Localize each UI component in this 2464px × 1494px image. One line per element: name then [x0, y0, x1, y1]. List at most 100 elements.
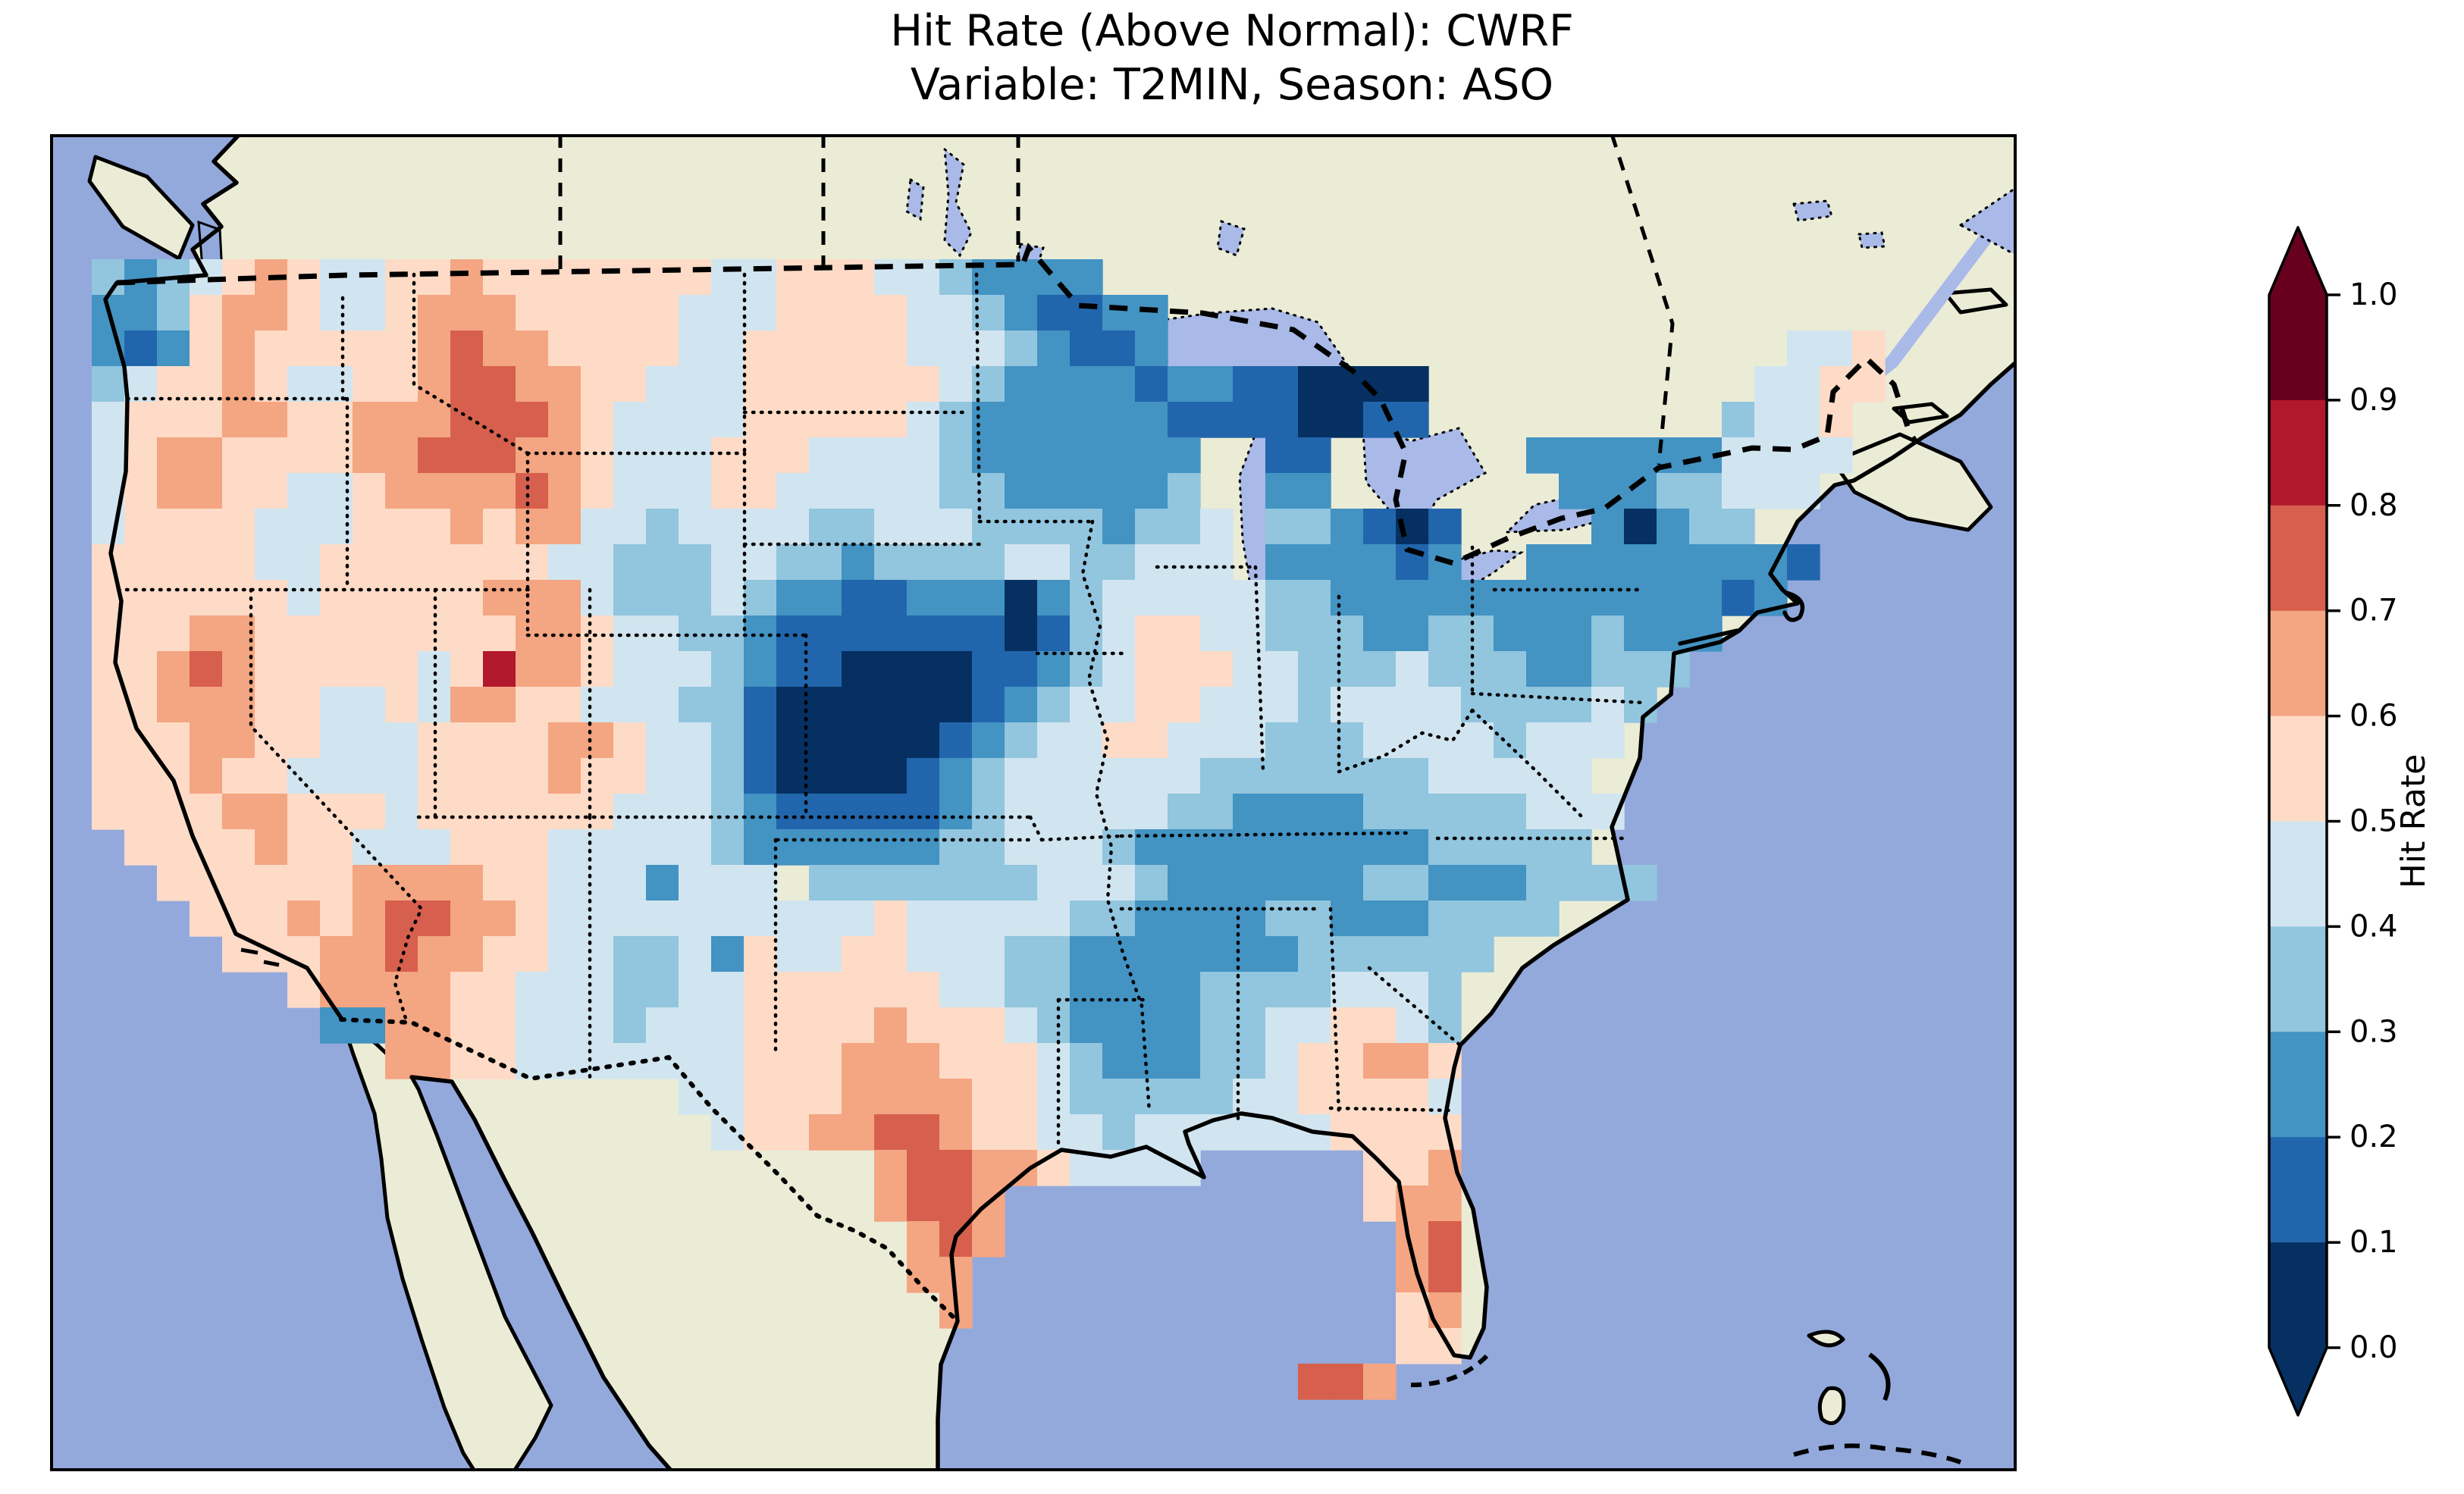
- hit-rate-cell: [353, 615, 386, 652]
- hit-rate-cell: [124, 651, 158, 687]
- hit-rate-cell: [776, 509, 810, 545]
- hit-rate-cell: [679, 437, 712, 474]
- hit-rate-cell: [1135, 437, 1168, 474]
- hit-rate-cell: [1331, 865, 1364, 901]
- lake-manitoba: [905, 177, 925, 221]
- hit-rate-cell: [385, 402, 419, 438]
- hit-rate-cell: [1396, 687, 1429, 723]
- hit-rate-cell: [842, 509, 875, 545]
- hit-rate-cell: [255, 794, 288, 830]
- hit-rate-cell: [1070, 1007, 1103, 1044]
- colorbar-tick-label: 0.5: [2350, 804, 2398, 839]
- colorbar-tick-label: 0.2: [2350, 1120, 2398, 1154]
- hit-rate-cell: [1168, 687, 1201, 723]
- hit-rate-cell: [385, 437, 419, 474]
- hit-rate-cell: [1200, 722, 1234, 759]
- hit-rate-cell: [744, 295, 777, 331]
- hit-rate-cell: [190, 509, 223, 545]
- hit-rate-cell: [1396, 651, 1429, 687]
- hit-rate-cell: [1396, 1328, 1429, 1364]
- hit-rate-cell: [255, 758, 288, 794]
- hit-rate-cell: [548, 865, 582, 901]
- colorbar-tick-label: 0.7: [2350, 594, 2398, 628]
- hit-rate-cell: [450, 900, 484, 937]
- hit-rate-cell: [157, 580, 190, 616]
- hit-rate-cell: [809, 900, 842, 937]
- hit-rate-cell: [483, 794, 516, 830]
- hit-rate-cell: [1070, 900, 1103, 937]
- hit-rate-cell: [1005, 1043, 1038, 1079]
- hit-rate-cell: [157, 544, 190, 581]
- hit-rate-cell: [581, 972, 614, 1008]
- hit-rate-cell: [613, 687, 647, 723]
- hit-rate-cell: [1168, 651, 1201, 687]
- hit-rate-cell: [744, 544, 777, 581]
- hit-rate-cell: [1070, 259, 1103, 296]
- hit-rate-cell: [287, 473, 321, 509]
- hit-rate-cell: [1102, 615, 1136, 652]
- hit-rate-cell: [1265, 473, 1299, 509]
- hit-rate-cell: [1037, 722, 1071, 759]
- hit-rate-cell: [874, 651, 908, 687]
- hit-rate-cell: [222, 865, 255, 901]
- hit-rate-cell: [1298, 900, 1331, 937]
- hit-rate-cell: [483, 544, 516, 581]
- hit-rate-grid-cells: [92, 259, 1886, 1400]
- hit-rate-cell: [613, 722, 647, 759]
- hit-rate-cell: [1233, 615, 1266, 652]
- hit-rate-cell: [516, 473, 549, 509]
- hit-rate-cell: [1461, 758, 1494, 794]
- hit-rate-cell: [744, 330, 777, 367]
- hit-rate-cell: [613, 900, 647, 937]
- hit-rate-cell: [1363, 580, 1397, 616]
- hit-rate-cell: [972, 687, 1005, 723]
- hit-rate-cell: [385, 722, 419, 759]
- hit-rate-cell: [1363, 794, 1397, 830]
- hit-rate-cell: [1200, 366, 1234, 402]
- hit-rate-cell: [1624, 615, 1657, 652]
- hit-rate-cell: [1331, 758, 1364, 794]
- hit-rate-cell: [776, 330, 810, 367]
- hit-rate-cell: [842, 794, 875, 830]
- hit-rate-cell: [1820, 330, 1853, 367]
- hit-rate-cell: [1689, 544, 1723, 581]
- hit-rate-cell: [1526, 794, 1560, 830]
- hit-rate-cell: [287, 687, 321, 723]
- hit-rate-cell: [581, 473, 614, 509]
- hit-rate-cell: [776, 437, 810, 474]
- hit-rate-cell: [385, 615, 419, 652]
- hit-rate-cell: [1005, 615, 1038, 652]
- hit-rate-cell: [744, 936, 777, 973]
- hit-rate-cell: [1428, 1221, 1462, 1258]
- hit-rate-cell: [1005, 544, 1038, 581]
- hit-rate-cell: [483, 330, 516, 367]
- hit-rate-cell: [450, 651, 484, 687]
- hit-rate-cell: [972, 509, 1005, 545]
- hit-rate-cell: [1298, 794, 1331, 830]
- hit-rate-cell: [972, 936, 1005, 973]
- hit-rate-cell: [1233, 794, 1266, 830]
- hit-rate-cell: [1135, 615, 1168, 652]
- colorbar-tick-label: 1.0: [2350, 277, 2398, 312]
- hit-rate-cell: [613, 615, 647, 652]
- hit-rate-cell: [1494, 687, 1527, 723]
- florida-keys: [1406, 1354, 1489, 1388]
- hit-rate-cell: [776, 900, 810, 937]
- state-border-line: [1470, 691, 1645, 705]
- lake-huron: [1342, 413, 1487, 548]
- hit-rate-cell: [1396, 1114, 1429, 1151]
- bahamas-grand-bahama: [1807, 1330, 1845, 1348]
- hit-rate-cell: [418, 900, 451, 937]
- hit-rate-cell: [1363, 829, 1397, 866]
- hit-rate-cell: [1624, 509, 1657, 545]
- hit-rate-cell: [1168, 1043, 1201, 1079]
- hit-rate-cell: [874, 295, 908, 331]
- hit-rate-cell: [548, 366, 582, 402]
- hit-rate-cell: [385, 794, 419, 830]
- hit-rate-cell: [939, 758, 973, 794]
- hit-rate-cell: [516, 722, 549, 759]
- hit-rate-cell: [939, 402, 973, 438]
- hit-rate-cell: [581, 829, 614, 866]
- hit-rate-cell: [1102, 1079, 1136, 1115]
- hit-rate-cell: [1102, 437, 1136, 474]
